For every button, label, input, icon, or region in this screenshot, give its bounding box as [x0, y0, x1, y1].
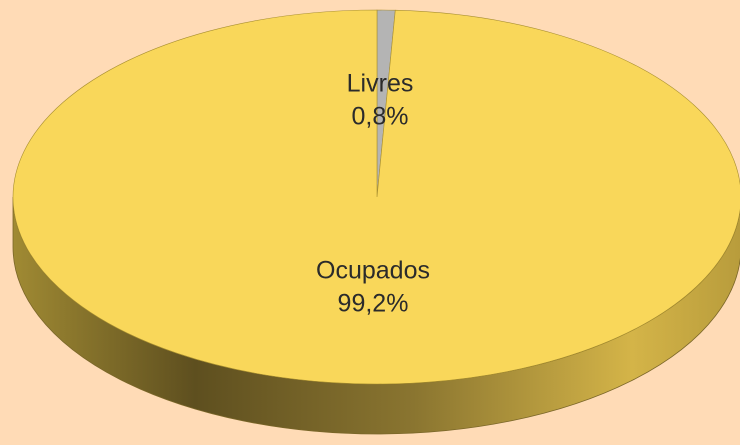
- slice-label: Livres: [347, 70, 414, 98]
- slice-label: Ocupados: [316, 257, 430, 285]
- pie-slice: [12, 9, 740, 385]
- slice-value: 0,8%: [352, 103, 409, 131]
- slice-value: 99,2%: [338, 290, 409, 318]
